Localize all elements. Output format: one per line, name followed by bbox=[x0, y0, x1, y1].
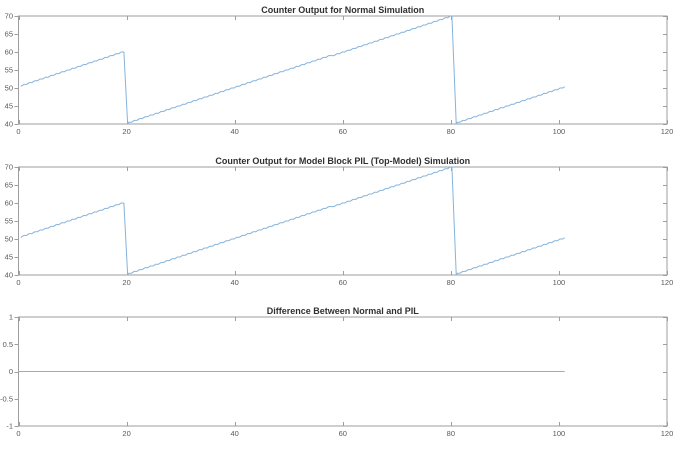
x-tick-label: 0 bbox=[16, 127, 20, 136]
y-tick-label: 50 bbox=[5, 235, 13, 244]
x-tick-label: 40 bbox=[230, 278, 238, 287]
y-tick-label: 70 bbox=[5, 12, 13, 21]
x-tick-label: 80 bbox=[447, 429, 455, 438]
plot-counter-pil-title: Counter Output for Model Block PIL (Top-… bbox=[215, 156, 470, 166]
plot-counter-pil-axes: 0 20 40 60 80 100 120 40 45 50 55 60 65 70 bbox=[5, 163, 674, 288]
plot-counter-normal-axes: 0 20 40 60 80 100 120 40 45 50 55 60 65 70 bbox=[5, 12, 674, 137]
x-tick-label: 120 bbox=[661, 278, 674, 287]
x-tick-label: 60 bbox=[339, 127, 347, 136]
y-tick-label: -1 bbox=[6, 422, 13, 431]
x-tick-label: 20 bbox=[122, 127, 130, 136]
plot-difference-title: Difference Between Normal and PIL bbox=[267, 306, 420, 316]
x-tick-label: 0 bbox=[16, 278, 20, 287]
x-tick-label: 80 bbox=[447, 278, 455, 287]
x-tick-label: 120 bbox=[661, 127, 674, 136]
y-tick-label: 55 bbox=[5, 66, 13, 75]
plot-counter-pil: Counter Output for Model Block PIL (Top-… bbox=[5, 156, 674, 287]
series-line-counter-pil bbox=[20, 166, 565, 276]
plot-difference-axes: 0 20 40 60 80 100 120 -1 -0.5 0 0.5 1 bbox=[0, 313, 673, 439]
x-tick-label: 40 bbox=[230, 127, 238, 136]
y-tick-label: 45 bbox=[5, 102, 13, 111]
x-tick-label: 60 bbox=[339, 429, 347, 438]
x-tick-label: 60 bbox=[339, 278, 347, 287]
y-tick-label: 60 bbox=[5, 48, 13, 57]
x-tick-label: 40 bbox=[230, 429, 238, 438]
x-tick-label: 100 bbox=[553, 278, 566, 287]
y-tick-label: 40 bbox=[5, 271, 13, 280]
x-tick-label: 100 bbox=[553, 429, 566, 438]
y-tick-label: 45 bbox=[5, 253, 13, 262]
plot-counter-normal-title: Counter Output for Normal Simulation bbox=[261, 5, 424, 15]
y-tick-label: 0 bbox=[9, 367, 13, 376]
x-tick-label: 120 bbox=[661, 429, 674, 438]
y-tick-label: 50 bbox=[5, 84, 13, 93]
y-tick-label: 0.5 bbox=[3, 340, 13, 349]
plot-counter-normal: Counter Output for Normal Simulation 0 20… bbox=[5, 5, 674, 136]
series-line-counter-normal bbox=[20, 15, 565, 125]
y-tick-label: 60 bbox=[5, 199, 13, 208]
x-tick-label: 0 bbox=[16, 429, 20, 438]
plot-difference: Difference Between Normal and PIL 0 20 40 6… bbox=[0, 306, 673, 438]
y-tick-label: 65 bbox=[5, 30, 13, 39]
x-tick-label: 20 bbox=[122, 429, 130, 438]
y-tick-label: 1 bbox=[9, 313, 13, 322]
y-tick-label: 55 bbox=[5, 217, 13, 226]
y-tick-label: 65 bbox=[5, 181, 13, 190]
y-tick-label: -0.5 bbox=[0, 394, 13, 403]
x-tick-label: 80 bbox=[447, 127, 455, 136]
x-tick-label: 100 bbox=[553, 127, 566, 136]
y-tick-label: 40 bbox=[5, 120, 13, 129]
x-tick-label: 20 bbox=[122, 278, 130, 287]
y-tick-label: 70 bbox=[5, 163, 13, 172]
